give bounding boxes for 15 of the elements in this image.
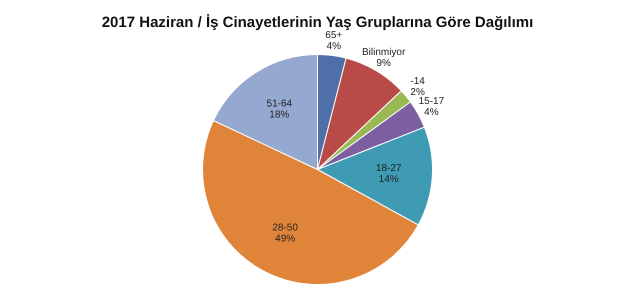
slice-label: 51-64 bbox=[266, 98, 293, 110]
chart-title: 2017 Haziran / İş Cinayetlerinin Yaş Gruplarına Göre Dağılımı bbox=[102, 14, 534, 32]
slice-label: 15-17 bbox=[418, 96, 445, 108]
data-label: 4% bbox=[326, 40, 342, 52]
data-label: 2% bbox=[410, 86, 425, 98]
slice-label: 65+ bbox=[325, 30, 342, 41]
data-label: 9% bbox=[376, 58, 391, 69]
slice-label: -14 bbox=[410, 76, 426, 87]
slice-label: Bilinmiyor bbox=[362, 46, 406, 58]
data-label: 18% bbox=[269, 110, 290, 121]
data-label: 49% bbox=[275, 233, 296, 244]
slice-label: 18-27 bbox=[376, 163, 402, 174]
slice-label: 28-50 bbox=[272, 222, 298, 234]
data-label: 4% bbox=[424, 107, 439, 118]
data-label: 14% bbox=[378, 174, 399, 186]
